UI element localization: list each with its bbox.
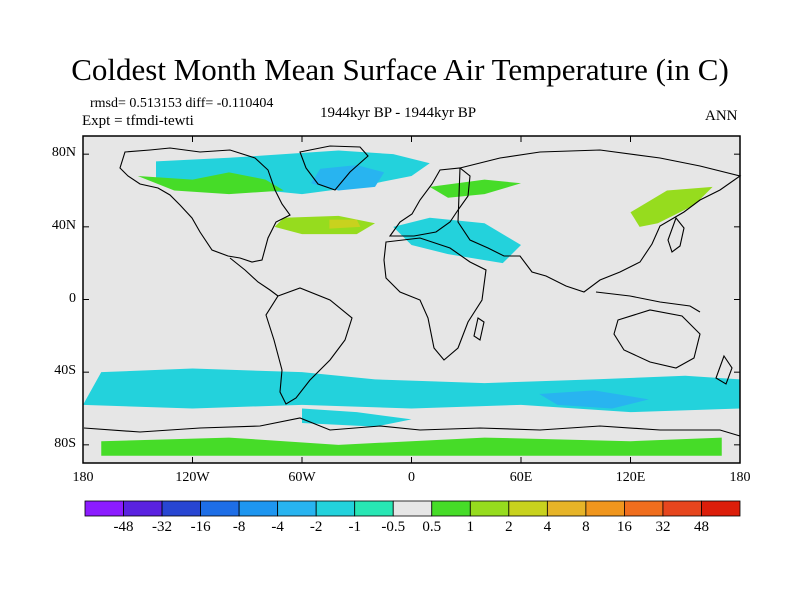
figure-title: Coldest Month Mean Surface Air Temperatu…	[71, 52, 729, 87]
colorbar-label: 4	[543, 519, 552, 535]
coastline-madagascar	[473, 317, 485, 341]
anomaly-region	[311, 165, 385, 191]
coastline-south-america	[265, 287, 353, 405]
experiment-line: Expt = tfmdi-tewti	[82, 113, 194, 129]
colorbar-label: 0.5	[422, 519, 442, 535]
colorbar-swatch	[392, 500, 433, 517]
colorbar-swatch	[123, 500, 163, 517]
colorbar-swatch	[546, 500, 587, 517]
anomaly-region	[302, 408, 412, 427]
colorbar-label: -8	[232, 519, 246, 535]
coastline-layer	[83, 145, 742, 437]
colorbar-swatch	[585, 500, 625, 517]
colorbar-swatch	[161, 500, 201, 517]
coastline-africa	[383, 237, 487, 361]
colorbar-swatch	[354, 500, 394, 517]
colorbar-label: 48	[693, 519, 709, 535]
period-label: 1944kyr BP - 1944kyr BP	[320, 105, 477, 121]
colorbar-label: 16	[616, 519, 632, 535]
coastline-europe	[388, 167, 471, 237]
coastline-australia	[613, 309, 701, 369]
colorbar-label: 2	[505, 519, 513, 535]
anomaly-region	[539, 390, 649, 409]
lon-tick-label: 120E	[615, 470, 646, 485]
colorbar-swatch	[277, 500, 317, 517]
lat-tick-label: 80S	[54, 435, 76, 451]
colorbar-swatch	[662, 500, 702, 517]
coastline-indonesia	[595, 291, 701, 313]
coastline-central-america	[229, 257, 279, 297]
colorbar-swatch	[701, 500, 741, 517]
colorbar-swatch	[200, 500, 240, 517]
colorbar	[84, 500, 741, 517]
colorbar-label: 32	[655, 519, 671, 535]
lat-tick-label: 0	[69, 290, 76, 306]
colorbar-swatch	[84, 500, 124, 517]
anomaly-region	[101, 437, 722, 456]
colorbar-swatch	[315, 500, 356, 517]
colorbar-label: -2	[309, 519, 323, 535]
colorbar-label: -16	[190, 519, 211, 535]
coastline-antarctica	[83, 417, 741, 437]
lat-tick-label: 40N	[51, 217, 76, 233]
lon-tick-label: 60W	[288, 470, 316, 485]
anomaly-region	[137, 172, 284, 195]
coastline-greenland	[299, 145, 369, 191]
colorbar-label: -48	[113, 519, 134, 535]
lat-tick-label: 80N	[51, 145, 76, 161]
coastline-new-zealand	[715, 354, 733, 385]
stats-line: rmsd= 0.513153 diff= -0.110404	[90, 96, 274, 111]
colorbar-label: 8	[582, 519, 590, 535]
colorbar-swatch	[508, 500, 548, 517]
lat-tick-label: 40S	[54, 363, 76, 379]
colorbar-label: -32	[152, 519, 173, 535]
colorbar-label: 1	[466, 519, 475, 535]
lon-tick-label: 180	[72, 470, 94, 485]
colorbar-swatch	[624, 500, 664, 517]
colorbar-swatch	[238, 500, 279, 517]
lon-tick-label: 180	[729, 470, 751, 485]
anomaly-region	[429, 179, 521, 198]
season-label: ANN	[705, 108, 738, 124]
colorbar-label: -0.5	[381, 519, 406, 535]
lon-tick-label: 120W	[175, 470, 210, 485]
colorbar-label: -1	[348, 519, 361, 535]
coastline-japan	[667, 216, 685, 253]
coastline-asia	[457, 149, 742, 293]
axis-ticks	[82, 136, 741, 463]
anomaly-region	[630, 186, 713, 227]
colorbar-label: -4	[271, 519, 284, 535]
coastline-north-america	[119, 147, 291, 263]
lon-tick-label: 0	[408, 470, 415, 485]
anomaly-region	[329, 219, 361, 229]
anomaly-region	[393, 217, 521, 264]
anomaly-shading-layer	[83, 150, 740, 456]
lon-tick-label: 60E	[509, 470, 533, 485]
colorbar-swatch	[469, 500, 510, 517]
colorbar-swatch	[431, 500, 471, 517]
